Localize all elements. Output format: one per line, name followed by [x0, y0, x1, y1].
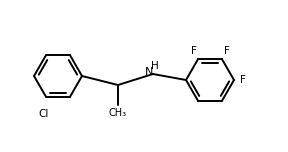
Text: H: H — [151, 61, 159, 71]
Text: N: N — [145, 67, 153, 77]
Text: F: F — [240, 75, 246, 85]
Text: CH₃: CH₃ — [109, 108, 127, 118]
Text: Cl: Cl — [39, 109, 49, 119]
Text: F: F — [191, 46, 196, 56]
Text: F: F — [223, 46, 230, 56]
